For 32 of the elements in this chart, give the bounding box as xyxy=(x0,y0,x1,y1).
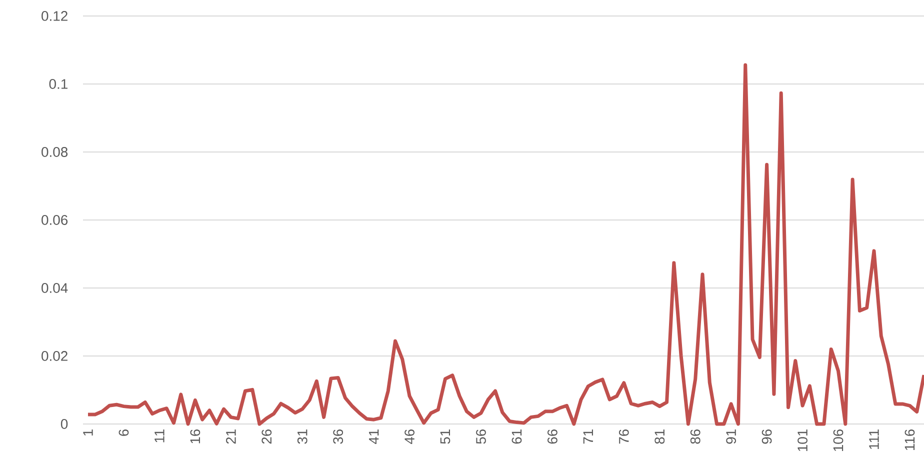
x-tick-label: 76 xyxy=(618,429,629,444)
y-tick-label: 0.1 xyxy=(49,79,68,89)
x-tick-label: 36 xyxy=(333,429,344,444)
x-tick-label: 61 xyxy=(512,430,522,444)
y-tick-label: 0.08 xyxy=(42,147,68,157)
x-tick-label: 31 xyxy=(297,430,308,444)
x-tick-label: 56 xyxy=(476,429,486,444)
x-tick-label: 71 xyxy=(583,430,593,444)
y-tick-label: 0.06 xyxy=(42,215,68,225)
x-tick-label: 41 xyxy=(369,430,379,444)
x-tick-label: 96 xyxy=(762,429,772,444)
y-tick-label: 0.04 xyxy=(42,283,68,293)
x-tick-label: 91 xyxy=(726,430,736,444)
x-tick-label: 46 xyxy=(404,429,414,444)
y-tick-label: 0.02 xyxy=(42,351,68,361)
x-tick-label: 11 xyxy=(154,430,164,442)
line-series xyxy=(86,63,924,426)
x-tick-label: 116 xyxy=(904,429,915,450)
x-tick-label: 86 xyxy=(690,429,700,444)
x-tick-label: 101 xyxy=(798,430,808,452)
x-tick-label: 16 xyxy=(190,429,200,444)
y-tick-label: 0 xyxy=(60,419,68,429)
x-tick-label: 66 xyxy=(548,429,558,444)
x-tick-label: 26 xyxy=(262,429,272,444)
x-tick-label: 81 xyxy=(654,430,665,444)
x-tick-label: 1 xyxy=(83,430,93,436)
x-tick-label: 111 xyxy=(869,430,879,449)
x-tick-label: 106 xyxy=(833,429,844,452)
x-tick-label: 51 xyxy=(440,430,450,444)
x-tick-label: 6 xyxy=(118,429,129,436)
y-tick-label: 0.12 xyxy=(42,11,68,21)
x-tick-label: 21 xyxy=(226,430,236,444)
